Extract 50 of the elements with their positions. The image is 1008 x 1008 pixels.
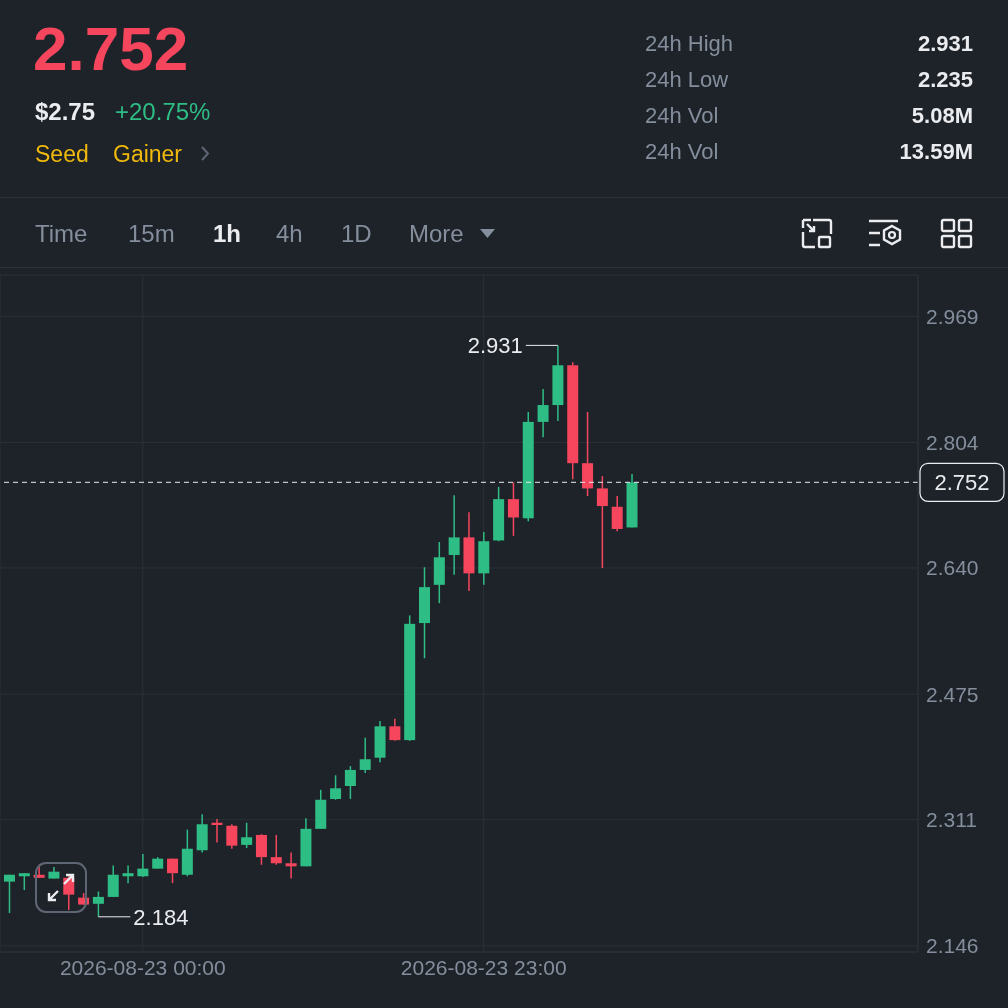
text: 1h	[213, 220, 242, 248]
text: 4h	[276, 220, 303, 248]
text: Time	[35, 220, 88, 248]
text: Gainer	[113, 140, 183, 168]
text: 15m	[128, 220, 175, 248]
chart-title: 2.752	[33, 14, 189, 84]
text: 2.931	[917, 30, 973, 58]
candlestick	[226, 823, 238, 850]
candlestick	[122, 864, 134, 884]
y-tick-label: 2.804	[926, 430, 979, 454]
y-tick-label: 2.146	[926, 934, 979, 958]
annotation: 2.184	[133, 904, 189, 930]
y-tick-label: 2.640	[926, 556, 979, 580]
candlestick	[241, 821, 253, 849]
candlestick	[507, 481, 519, 537]
candlestick	[344, 765, 356, 800]
y-tick-label: 2.475	[926, 682, 979, 706]
candlestick	[359, 737, 371, 774]
text: 2.235	[917, 66, 973, 94]
text: 5.08M	[911, 102, 973, 130]
candlestick	[611, 495, 623, 533]
text: +20.75%	[115, 98, 211, 126]
text: More	[409, 220, 464, 248]
candlestick	[107, 864, 119, 898]
text: 1D	[341, 220, 372, 248]
candlestick	[285, 851, 297, 880]
candlestick	[92, 890, 104, 918]
candlestick	[270, 834, 282, 866]
text: 24h Vol	[645, 138, 719, 166]
text: 24h Low	[645, 66, 729, 94]
text: $2.75	[35, 98, 96, 126]
ref-line-label: 2.752	[934, 470, 990, 496]
x-tick-label: 2026-08-23 23:00	[400, 955, 567, 979]
candlestick	[448, 494, 460, 576]
x-tick-label: 2026-08-23 00:00	[59, 955, 226, 979]
candlestick	[596, 475, 608, 569]
annotation: 2.931	[467, 333, 523, 359]
candlestick	[167, 857, 179, 884]
candlestick	[330, 774, 342, 801]
candlestick	[389, 717, 401, 742]
y-tick-label: 2.311	[926, 808, 977, 832]
candlestick	[255, 833, 267, 866]
candlestick	[137, 853, 149, 878]
text: 13.59M	[899, 138, 973, 166]
text: 24h Vol	[645, 102, 719, 130]
candlestick	[537, 388, 549, 438]
text: 24h High	[645, 30, 734, 58]
y-tick-label: 2.969	[926, 304, 979, 328]
candlestick	[3, 873, 15, 914]
text: Seed	[35, 140, 89, 168]
